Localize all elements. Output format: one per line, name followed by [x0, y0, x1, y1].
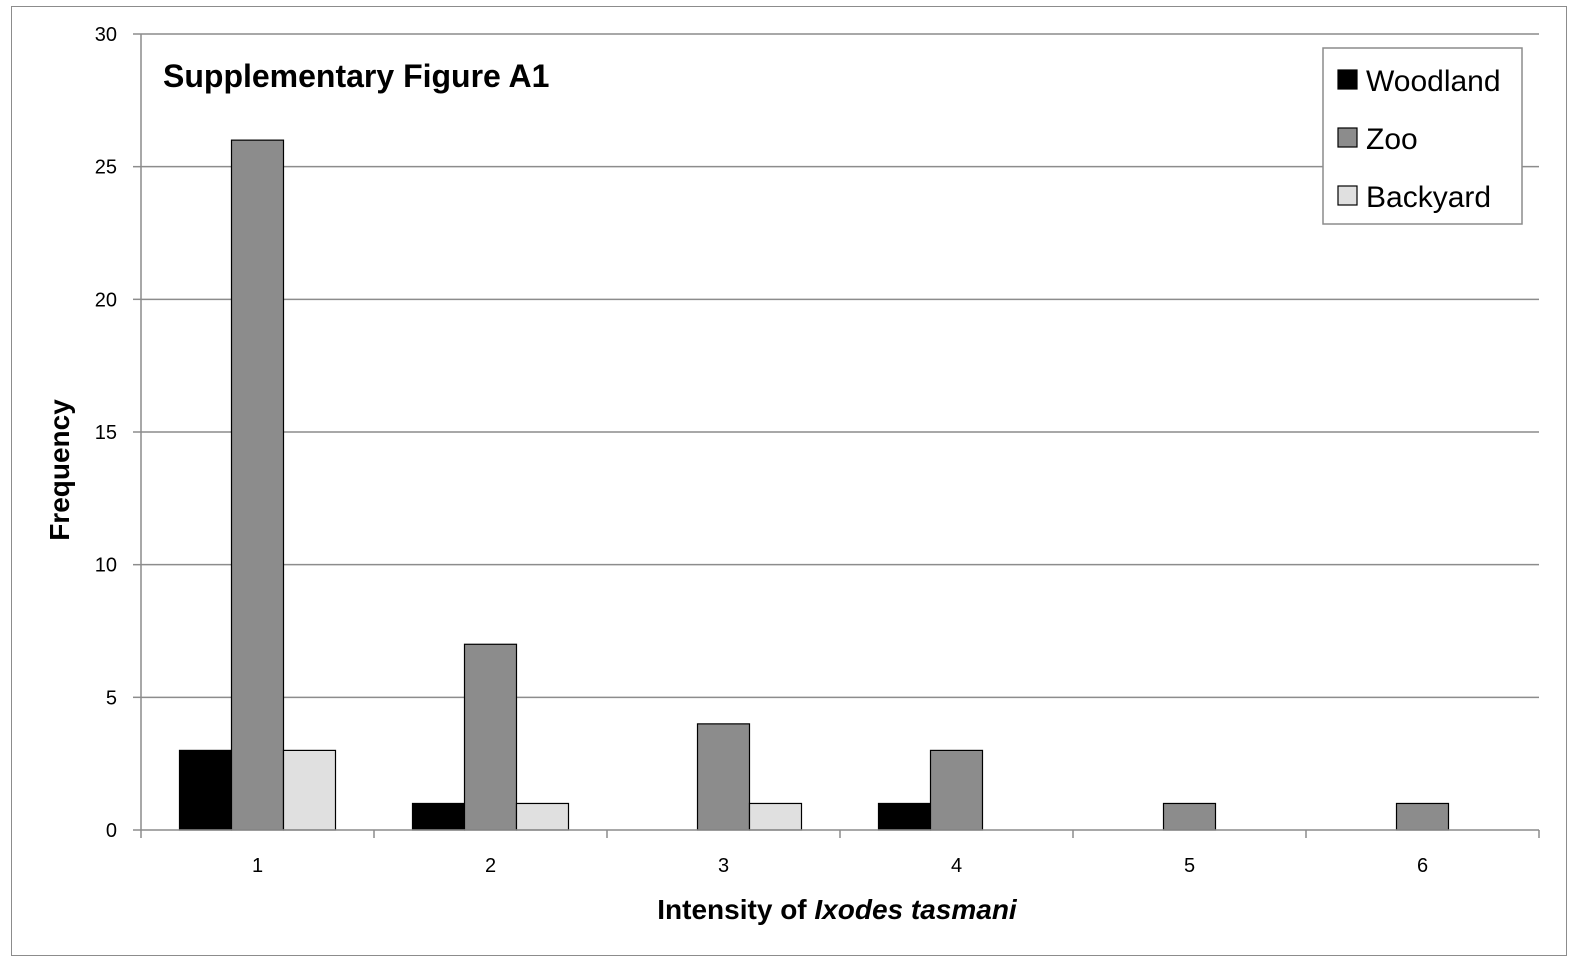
x-tick-labels: 1 2 3 4 5 6 [252, 855, 1428, 877]
x-tick-label-4: 4 [951, 855, 962, 877]
bar-zoo-5 [1162, 802, 1217, 831]
bar-backyard-1 [282, 749, 337, 831]
x-axis-title: Intensity of Ixodes tasmani [657, 894, 1018, 925]
legend-label-backyard: Backyard [1366, 181, 1491, 214]
bar-zoo-2 [463, 643, 518, 831]
bar-woodland-4 [877, 802, 932, 831]
y-tick-labels: 0 5 10 15 20 25 30 [95, 24, 117, 842]
axes [133, 33, 1540, 838]
y-tick-label-25: 25 [95, 157, 117, 179]
y-tick-label-30: 30 [95, 24, 117, 46]
legend-swatch-woodland [1337, 69, 1358, 90]
chart-title: Supplementary Figure A1 [163, 58, 549, 94]
legend: Woodland Zoo Backyard [1322, 47, 1523, 225]
y-tick-label-5: 5 [106, 687, 117, 709]
legend-swatch-zoo [1337, 127, 1358, 148]
bar-woodland-2 [411, 802, 466, 831]
x-tick-label-3: 3 [718, 855, 729, 877]
x-tick-label-5: 5 [1184, 855, 1195, 877]
y-tick-label-20: 20 [95, 289, 117, 311]
legend-label-zoo: Zoo [1366, 123, 1418, 156]
x-tick-label-6: 6 [1417, 855, 1428, 877]
bar-backyard-2 [515, 802, 570, 831]
bar-zoo-4 [929, 749, 984, 831]
x-tick-label-1: 1 [252, 855, 263, 877]
y-tick-label-0: 0 [106, 820, 117, 842]
bar-zoo-6 [1395, 802, 1450, 831]
x-axis-title-species: Ixodes tasmani [814, 894, 1018, 925]
bars [178, 139, 1450, 831]
legend-label-woodland: Woodland [1366, 65, 1501, 98]
gridlines [141, 33, 1539, 699]
y-axis-title: Frequency [44, 399, 75, 541]
bar-woodland-1 [178, 749, 233, 831]
x-axis-title-prefix: Intensity of [657, 894, 814, 925]
bar-backyard-3 [748, 802, 803, 831]
bar-zoo-1 [230, 139, 285, 831]
legend-swatch-backyard [1337, 185, 1358, 206]
bar-zoo-3 [696, 723, 751, 831]
x-tick-label-2: 2 [485, 855, 496, 877]
y-tick-label-15: 15 [95, 422, 117, 444]
y-tick-label-10: 10 [95, 555, 117, 577]
